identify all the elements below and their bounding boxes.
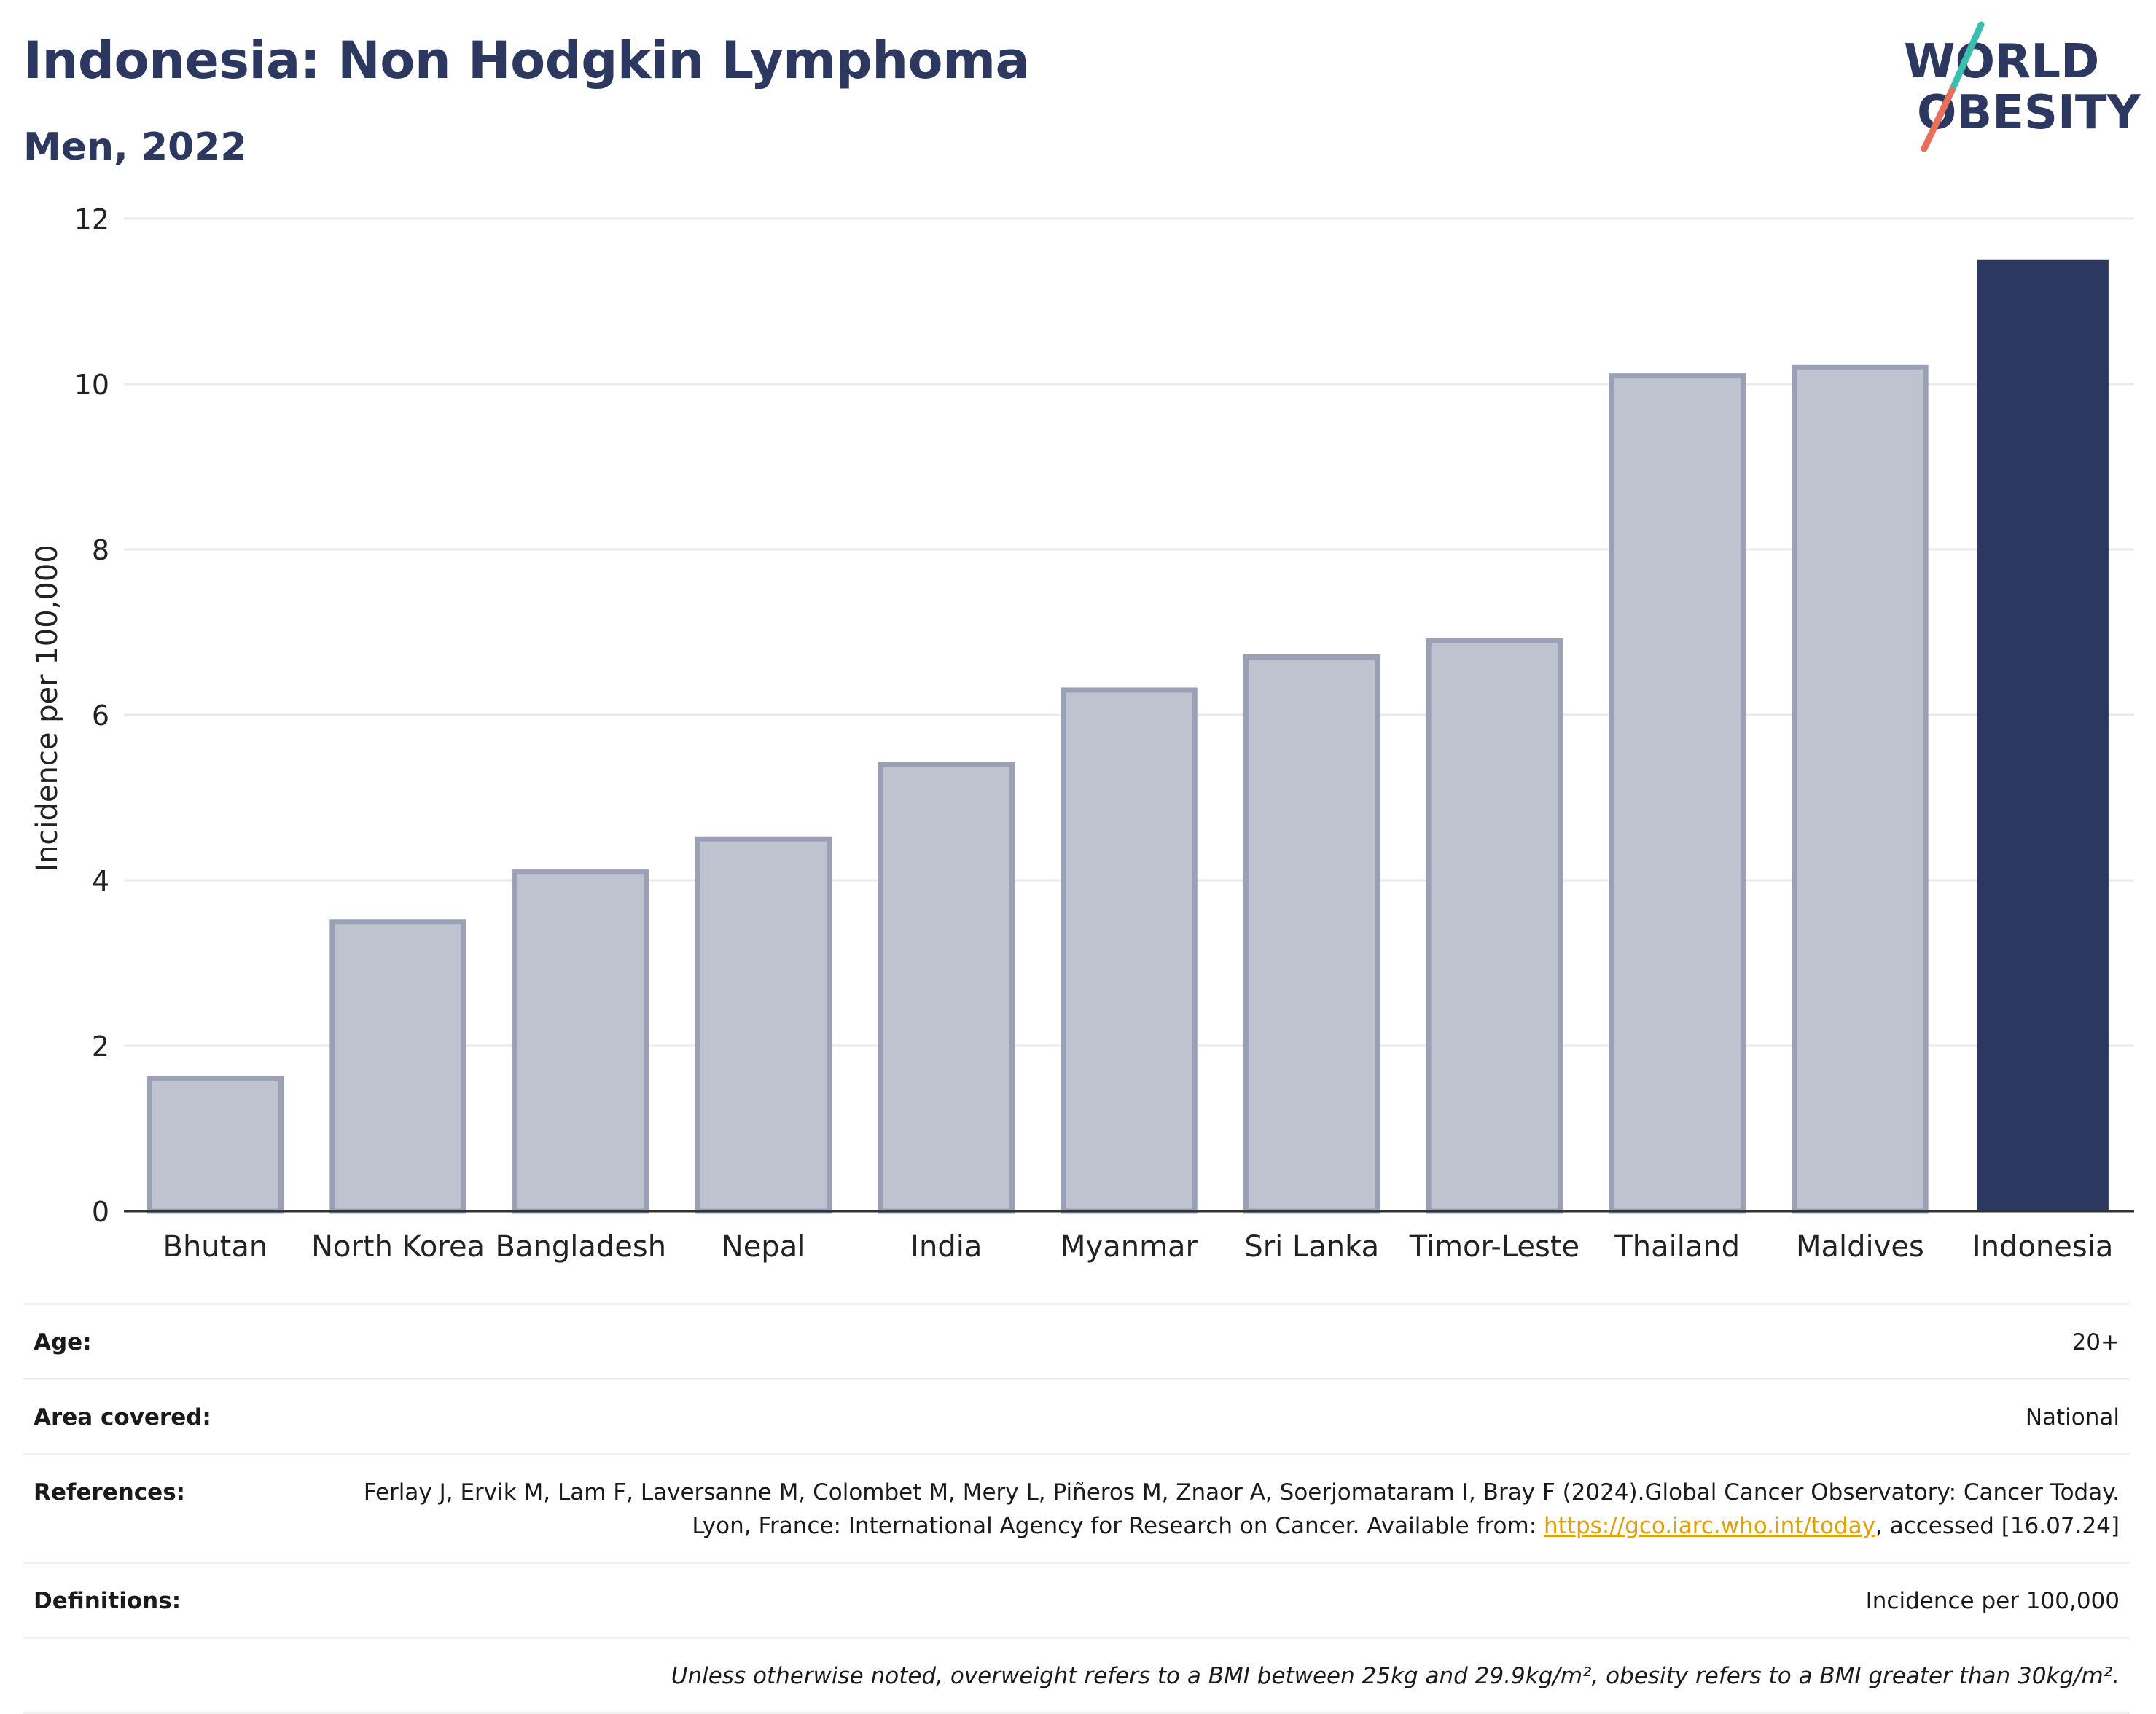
bar-sri-lanka[interactable] (1243, 654, 1380, 1214)
logo-line-world: WORLD (1904, 35, 2099, 89)
age-label: Age: (34, 1329, 92, 1355)
bar-indonesia[interactable] (1977, 259, 2109, 1211)
logo-slash-bottom (1921, 87, 1956, 152)
y-tick-label: 4 (92, 865, 109, 897)
bar-bangladesh[interactable] (512, 869, 649, 1214)
bar-layer (147, 259, 2109, 1214)
y-tick-label: 8 (92, 534, 109, 566)
y-axis-label: Incidence per 100,000 (31, 544, 64, 872)
bar-india[interactable] (878, 762, 1015, 1214)
x-tick-label: Bangladesh (496, 1230, 667, 1264)
x-tick-label: Bhutan (163, 1230, 268, 1264)
world-obesity-logo: WORLD OBESITY (1904, 21, 2141, 152)
y-tick-label: 12 (74, 203, 109, 235)
y-tick-label: 2 (92, 1030, 109, 1063)
x-tick-label: North Korea (311, 1230, 485, 1264)
x-tick-label: Thailand (1614, 1230, 1740, 1264)
area-value: National (2025, 1404, 2120, 1431)
info-row-note: Unless otherwise noted, overweight refer… (23, 1639, 2130, 1714)
bar-chart: 0 2 4 6 8 10 12 Bhutan North Korea Bangladesh Nepa… (31, 203, 2134, 1264)
x-tick-label: Timor-Leste (1409, 1230, 1579, 1264)
x-tick-label: Sri Lanka (1244, 1230, 1379, 1264)
x-tick-label: Maldives (1796, 1230, 1924, 1264)
bar-thailand[interactable] (1609, 373, 1746, 1214)
references-link[interactable]: https://gco.iarc.who.int/today (1544, 1513, 1875, 1539)
bar-north-korea[interactable] (329, 919, 466, 1214)
y-tick-label: 6 (92, 700, 109, 732)
x-tick-label: Nepal (722, 1230, 806, 1264)
info-table: Age: 20+ Area covered: National Referenc… (23, 1303, 2130, 1714)
page-subtitle: Men, 2022 (23, 125, 247, 169)
references-accessed: , accessed [16.07.24] (1875, 1513, 2120, 1539)
y-tick-label: 0 (92, 1196, 109, 1228)
page-title: Indonesia: Non Hodgkin Lymphoma (23, 31, 1030, 90)
info-row-age: Age: 20+ (23, 1303, 2130, 1380)
x-tick-label: Myanmar (1061, 1230, 1198, 1264)
bar-myanmar[interactable] (1061, 687, 1198, 1214)
x-tick-label: Indonesia (1972, 1230, 2113, 1264)
info-row-references: References: Ferlay J, Ervik M, Lam F, La… (23, 1455, 2130, 1564)
logo-line-obesity: OBESITY (1917, 86, 2141, 140)
definitions-value: Incidence per 100,000 (1865, 1588, 2120, 1614)
references-value: Ferlay J, Ervik M, Lam F, Laversanne M, … (334, 1476, 2120, 1543)
y-tick-label: 10 (74, 369, 109, 401)
x-tick-label: India (910, 1230, 982, 1264)
logo-slash-top (1948, 21, 1985, 94)
bar-timor-leste[interactable] (1426, 638, 1563, 1214)
info-row-definitions: Definitions: Incidence per 100,000 (23, 1564, 2130, 1639)
area-label: Area covered: (34, 1404, 211, 1431)
definitions-label: Definitions: (34, 1588, 181, 1614)
age-value: 20+ (2071, 1329, 2120, 1355)
references-text: Ferlay J, Ervik M, Lam F, Laversanne M, … (363, 1479, 2120, 1539)
info-row-area: Area covered: National (23, 1380, 2130, 1455)
references-label: References: (34, 1479, 186, 1506)
bar-maldives[interactable] (1792, 364, 1929, 1214)
bar-bhutan[interactable] (147, 1076, 284, 1214)
axis-layer: 0 2 4 6 8 10 12 Bhutan North Korea Bangladesh Nepa… (74, 203, 2134, 1264)
bmi-note: Unless otherwise noted, overweight refer… (671, 1663, 2120, 1689)
bar-nepal[interactable] (695, 836, 832, 1214)
